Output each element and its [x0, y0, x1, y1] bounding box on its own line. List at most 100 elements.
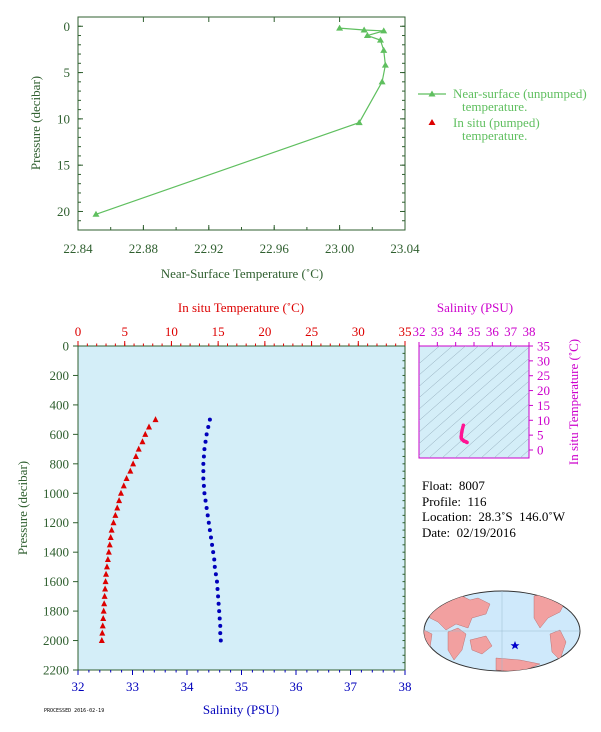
- salinity-point: [203, 439, 208, 444]
- ts-temperature-tick-label: 20: [537, 383, 550, 398]
- salinity-point: [211, 550, 216, 555]
- ts-salinity-tick-label: 38: [523, 324, 536, 339]
- temperature-point: [114, 504, 121, 511]
- density-contour: [419, 346, 492, 410]
- ts-temperature-tick-label: 35: [537, 339, 550, 354]
- salinity-profile-series: [201, 417, 223, 643]
- near-surface-point: [380, 46, 388, 53]
- salinity-point: [208, 535, 213, 540]
- date-label: Date:: [422, 524, 451, 540]
- temperature-point: [107, 533, 114, 540]
- top-x-tick-label: 23.04: [390, 241, 420, 256]
- pressure-tick-label: 1800: [43, 604, 69, 619]
- temperature-point: [120, 482, 127, 489]
- temperature-tick-label: 35: [399, 324, 412, 339]
- top-x-axis-label: Near-Surface Temperature (˚C): [161, 266, 323, 281]
- temperature-point: [127, 467, 134, 474]
- top-y-axis: 0 5 10 15 20: [57, 19, 405, 231]
- density-contour: [419, 346, 440, 365]
- near-surface-point: [376, 36, 384, 43]
- density-contour: [506, 437, 529, 458]
- temperature-point: [101, 592, 108, 599]
- salinity-tick-label: 37: [344, 679, 358, 694]
- density-contour: [480, 414, 529, 458]
- profile-label: Profile:: [422, 493, 461, 509]
- salinity-tick-label: 32: [72, 679, 85, 694]
- ts-salinity-tick-label: 33: [431, 324, 444, 339]
- ts-salinity-tick-label: 37: [504, 324, 518, 339]
- top-x-tick-label: 22.96: [260, 241, 290, 256]
- pressure-tick-label: 2000: [43, 633, 69, 648]
- near-surface-point: [363, 32, 371, 39]
- temperature-tick-label: 10: [165, 324, 178, 339]
- pressure-tick-label: 1600: [43, 574, 69, 589]
- salinity-point: [216, 601, 221, 606]
- top-x-tick-label: 22.84: [63, 241, 93, 256]
- ts-salinity-tick-label: 35: [468, 324, 481, 339]
- ts-point: [465, 440, 469, 445]
- legend-text-in-situ-1: In situ (pumped): [453, 115, 540, 130]
- date-value: 02/19/2016: [456, 524, 516, 540]
- float-value: 8007: [458, 478, 485, 493]
- ts-plot-frame: [418, 345, 530, 459]
- temperature-tick-label: 0: [75, 324, 82, 339]
- temperature-point: [103, 570, 110, 577]
- legend-text-near-surface-2: temperature.: [462, 99, 527, 114]
- temperature-point: [105, 548, 112, 555]
- top-y-tick-label: 0: [64, 19, 71, 34]
- salinity-point: [201, 454, 206, 459]
- density-contour: [467, 403, 529, 458]
- density-contour: [419, 346, 529, 445]
- temperature-point: [100, 614, 107, 621]
- top-x-tick-label: 22.88: [129, 241, 158, 256]
- top-y-tick-label: 15: [57, 158, 70, 173]
- near-surface-point: [355, 119, 363, 126]
- temperature-point: [142, 430, 149, 437]
- top-x-axis: 22.84 22.88 22.92 22.96 23.00 23.04: [63, 17, 420, 256]
- temperature-point: [117, 489, 124, 496]
- ts-salinity-label: Salinity (PSU): [437, 300, 513, 315]
- temperature-point: [110, 519, 117, 526]
- salinity-point: [212, 564, 217, 569]
- near-surface-point: [336, 24, 344, 31]
- salinity-point: [202, 447, 207, 452]
- salinity-point: [207, 417, 212, 422]
- temperature-tick-label: 20: [258, 324, 271, 339]
- salinity-tick-label: 38: [399, 679, 412, 694]
- pressure-tick-label: 1000: [43, 486, 69, 501]
- top-y-tick-label: 5: [64, 65, 71, 80]
- temperature-point: [132, 452, 139, 459]
- float-info-panel: Float: 8007 Profile: 116 Location: 28.3˚…: [422, 478, 565, 540]
- salinity-point: [212, 557, 217, 562]
- top-plot-frame: [77, 16, 406, 231]
- location-label: Location:: [422, 509, 472, 524]
- temperature-top-axis: 0 5 10 15 20 25 30 35: [75, 324, 412, 346]
- temperature-tick-label: 30: [352, 324, 365, 339]
- salinity-point: [201, 469, 206, 474]
- near-surface-point: [92, 210, 100, 217]
- pressure-axis: 0 200 400 600 800 1000 1200 1400 1600 1800 2000 220…: [43, 339, 405, 678]
- temperature-point: [106, 541, 113, 548]
- pressure-tick-label: 400: [50, 397, 70, 412]
- near-surface-point: [360, 26, 368, 33]
- salinity-point: [204, 432, 209, 437]
- temperature-point: [116, 497, 123, 504]
- ts-temperature-tick-label: 15: [537, 398, 550, 413]
- near-surface-point: [381, 61, 389, 68]
- top-x-tick-label: 23.00: [325, 241, 354, 256]
- ts-salinity-axis: 32 33 34 35 36 37 38: [413, 324, 536, 346]
- top-legend: Near-surface (unpumped) temperature. In …: [418, 86, 587, 143]
- location-value: 28.3˚S 146.0˚W: [478, 509, 565, 524]
- ts-points: [459, 423, 469, 445]
- near-surface-point: [378, 78, 386, 85]
- salinity-point: [214, 579, 219, 584]
- salinity-point: [205, 513, 210, 518]
- salinity-bottom-axis: 32 33 34 35 36 37 38: [72, 670, 412, 694]
- top-y-axis-label: Pressure (decibar): [28, 76, 43, 170]
- salinity-point: [217, 609, 222, 614]
- salinity-point: [217, 616, 222, 621]
- near-surface-temperature-chart: 22.84 22.88 22.92 22.96 23.00 23.04 05101520 …: [28, 16, 587, 281]
- temperature-point: [123, 475, 130, 482]
- pressure-tick-label: 800: [50, 456, 70, 471]
- density-contours: [419, 346, 529, 458]
